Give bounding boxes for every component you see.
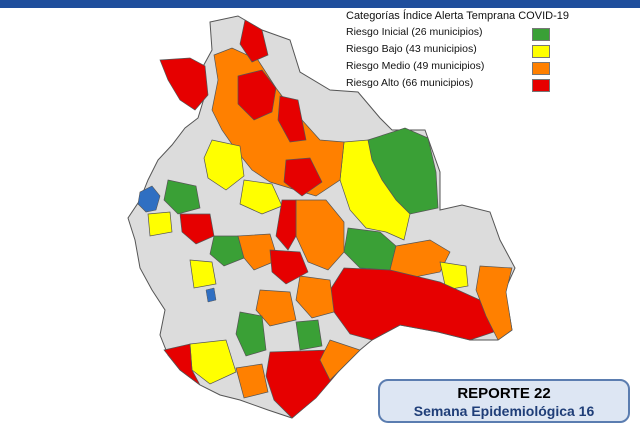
region-south-green-1 bbox=[235, 311, 267, 357]
region-west-green-1 bbox=[163, 179, 201, 215]
legend-item-label: Riesgo Inicial (26 municipios) bbox=[346, 26, 483, 38]
region-south-orange-2 bbox=[319, 339, 361, 381]
legend-title: Categorías Índice Alerta Temprana COVID-… bbox=[346, 10, 569, 22]
report-subtitle: Semana Epidemiológica 16 bbox=[413, 403, 595, 419]
legend-swatch-green bbox=[532, 28, 550, 41]
region-west-red-1 bbox=[179, 213, 215, 245]
map-legend: Categorías Índice Alerta Temprana COVID-… bbox=[346, 10, 569, 94]
region-south-orange-1 bbox=[235, 363, 269, 399]
region-west-orange-1 bbox=[237, 233, 279, 271]
legend-item-label: Riesgo Alto (66 municipios) bbox=[346, 77, 474, 89]
legend-swatch-red bbox=[532, 79, 550, 92]
region-west-red-2 bbox=[269, 249, 309, 285]
region-south-green-2 bbox=[295, 319, 323, 351]
legend-item-riesgo-inicial: Riesgo Inicial (26 municipios) bbox=[346, 26, 556, 43]
report-box: REPORTE 22 Semana Epidemiológica 16 bbox=[378, 379, 630, 423]
lake-titicaca bbox=[137, 185, 161, 213]
region-west-orange-3 bbox=[255, 289, 297, 327]
region-central-red-1 bbox=[275, 199, 297, 251]
region-north-red-5 bbox=[239, 19, 269, 63]
region-west-green-2 bbox=[209, 235, 245, 267]
region-central-orange-2 bbox=[295, 199, 345, 271]
region-west-orange-2 bbox=[295, 275, 335, 319]
top-accent-strip bbox=[0, 0, 640, 8]
lake-poopo bbox=[205, 287, 217, 303]
region-north-yellow-2 bbox=[239, 179, 283, 215]
legend-item-riesgo-medio: Riesgo Medio (49 municipios) bbox=[346, 60, 556, 77]
region-southeast-orange bbox=[475, 265, 513, 341]
region-north-red-2 bbox=[237, 69, 277, 121]
legend-item-label: Riesgo Bajo (43 municipios) bbox=[346, 43, 477, 55]
region-north-red-1 bbox=[159, 57, 209, 111]
legend-swatch-yellow bbox=[532, 45, 550, 58]
region-east-yellow bbox=[339, 139, 411, 241]
region-north-red-4 bbox=[283, 157, 323, 197]
region-north-yellow-1 bbox=[203, 139, 245, 191]
report-title: REPORTE 22 bbox=[457, 385, 551, 402]
region-west-yellow-2 bbox=[189, 259, 217, 289]
legend-item-label: Riesgo Medio (49 municipios) bbox=[346, 60, 485, 72]
legend-item-riesgo-bajo: Riesgo Bajo (43 municipios) bbox=[346, 43, 556, 60]
legend-item-riesgo-alto: Riesgo Alto (66 municipios) bbox=[346, 77, 556, 94]
region-central-yellow-1 bbox=[439, 261, 469, 291]
region-north-red-3 bbox=[277, 95, 307, 143]
region-west-yellow-1 bbox=[147, 211, 173, 237]
region-south-red-1 bbox=[163, 343, 201, 386]
legend-swatch-orange bbox=[532, 62, 550, 75]
